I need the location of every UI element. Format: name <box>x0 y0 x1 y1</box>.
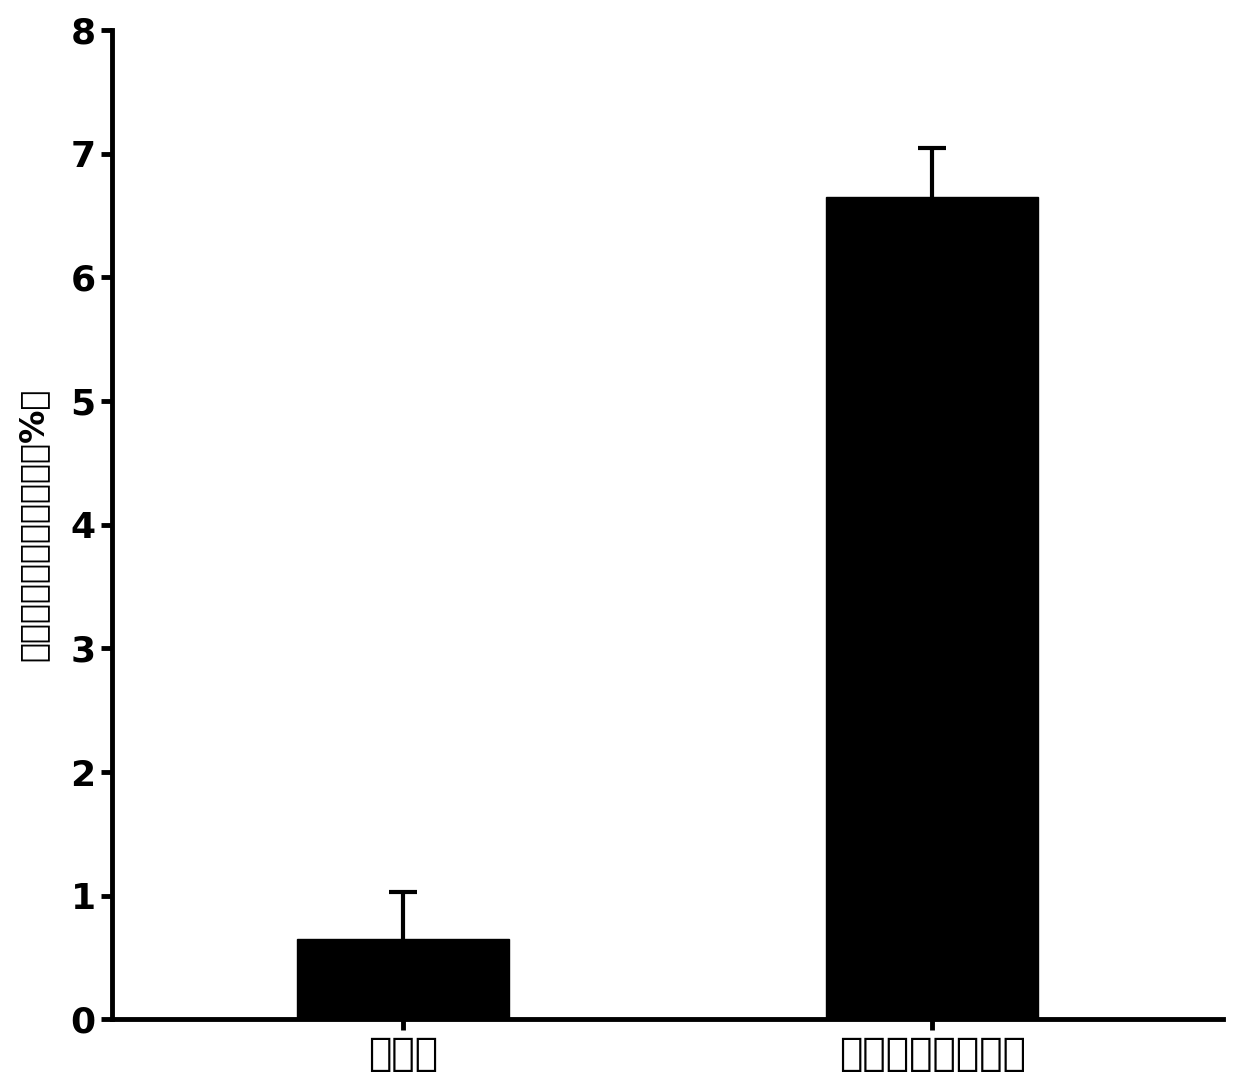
Bar <box>826 197 1038 1019</box>
Bar <box>296 938 508 1019</box>
Y-axis label: 聚苯乙烯泡沫质量损失（%）: 聚苯乙烯泡沫质量损失（%） <box>16 388 50 662</box>
